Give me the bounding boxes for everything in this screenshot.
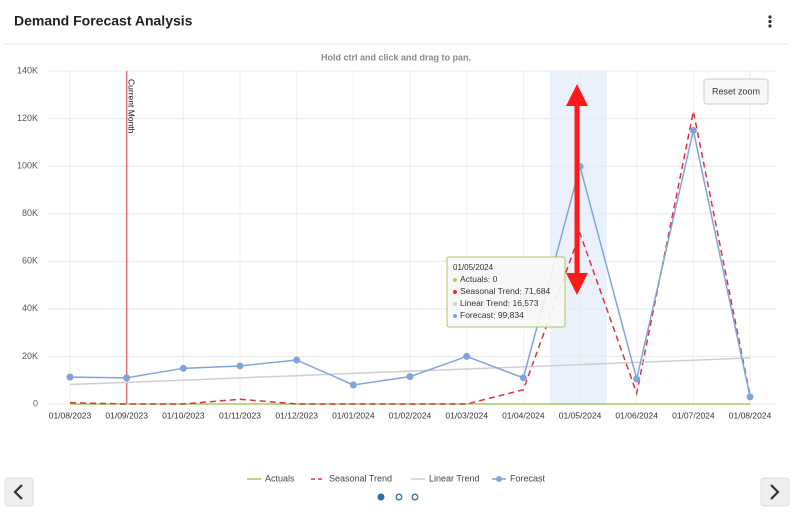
x-tick-label: 01/11/2023 (219, 410, 261, 420)
x-tick-label: 01/01/2024 (332, 410, 375, 420)
x-tick-label: 01/12/2023 (275, 410, 318, 420)
series-line (69, 111, 751, 405)
y-tick-label: 100K (17, 161, 38, 171)
marker (349, 381, 357, 389)
tooltip-value: 0 (493, 274, 498, 284)
tooltip-name: Actuals (460, 274, 488, 284)
x-tick-label: 01/06/2024 (615, 410, 658, 420)
x-tick-label: 01/08/2023 (49, 410, 92, 420)
legend: Actuals Seasonal Trend Linear Trend Forecas… (247, 473, 546, 483)
y-tick-label: 60K (22, 256, 38, 266)
tooltip: 01/05/2024 Actuals: 0 Seasonal Trend: 71,… (446, 256, 566, 328)
tooltip-dot (453, 314, 457, 318)
x-tick-label: 01/04/2024 (502, 410, 545, 420)
y-tick-label: 140K (17, 65, 38, 75)
y-tick-label: 20K (22, 351, 38, 361)
marker (66, 373, 74, 381)
tooltip-dot (453, 278, 457, 282)
marker (746, 393, 754, 401)
page-dot-active[interactable] (377, 493, 385, 501)
y-tick-label: 120K (17, 113, 38, 123)
y-tick-label: 40K (22, 303, 38, 313)
marker (236, 362, 244, 370)
tooltip-row: Actuals: 0 (460, 274, 498, 284)
tooltip-value: 16,573 (512, 298, 538, 308)
tooltip-row: Seasonal Trend: 71,684 (460, 286, 551, 296)
arrow-annotation (566, 84, 588, 295)
y-tick-label: 80K (22, 208, 38, 218)
menu-button[interactable] (768, 15, 772, 28)
tooltip-title: 01/05/2024 (453, 263, 494, 272)
marker (519, 374, 527, 382)
reset-zoom-label: Reset zoom (712, 86, 760, 96)
prev-button[interactable] (4, 477, 34, 507)
marker (689, 126, 697, 134)
reset-zoom-button[interactable]: Reset zoom (703, 78, 769, 105)
tooltip-row: Linear Trend: 16,573 (460, 298, 539, 308)
marker (406, 373, 414, 381)
card-title: Demand Forecast Analysis (14, 13, 193, 29)
marker (179, 364, 187, 372)
plot-line-label: Current Month (126, 79, 136, 134)
tooltip-name: Forecast (460, 310, 494, 320)
x-tick-label: 01/03/2024 (445, 410, 488, 420)
x-tick-label: 01/10/2023 (162, 410, 205, 420)
next-button[interactable] (760, 477, 790, 507)
legend-marker (496, 476, 502, 482)
x-tick-label: 01/02/2024 (389, 410, 432, 420)
marker (463, 352, 471, 360)
marker (123, 374, 131, 382)
x-tick-label: 01/05/2024 (559, 410, 602, 420)
tooltip-dot (453, 302, 457, 306)
tooltip-value: 71,684 (524, 286, 550, 296)
plot: Current Month (66, 71, 754, 405)
tooltip-row: Forecast: 99,834 (460, 310, 524, 320)
tooltip-dot (453, 290, 457, 294)
tooltip-value: 99,834 (498, 310, 524, 320)
chart-subtitle: Hold ctrl and click and drag to pan. (321, 52, 471, 62)
page-dot[interactable] (395, 493, 403, 501)
marker (293, 356, 301, 364)
legend-label[interactable]: Forecast (510, 473, 546, 483)
page-dot[interactable] (411, 493, 419, 501)
series-line (69, 357, 751, 386)
legend-label[interactable]: Linear Trend (429, 473, 480, 483)
marker (633, 375, 641, 383)
tooltip-box (446, 256, 566, 328)
x-tick-label: 01/09/2023 (105, 410, 148, 420)
x-tick-label: 01/08/2024 (729, 410, 772, 420)
legend-label[interactable]: Seasonal Trend (329, 473, 392, 483)
y-tick-label: 0 (33, 398, 38, 408)
tooltip-name: Linear Trend (460, 298, 508, 308)
tooltip-name: Seasonal Trend (460, 286, 520, 296)
legend-label[interactable]: Actuals (265, 473, 295, 483)
x-tick-label: 01/07/2024 (672, 410, 715, 420)
